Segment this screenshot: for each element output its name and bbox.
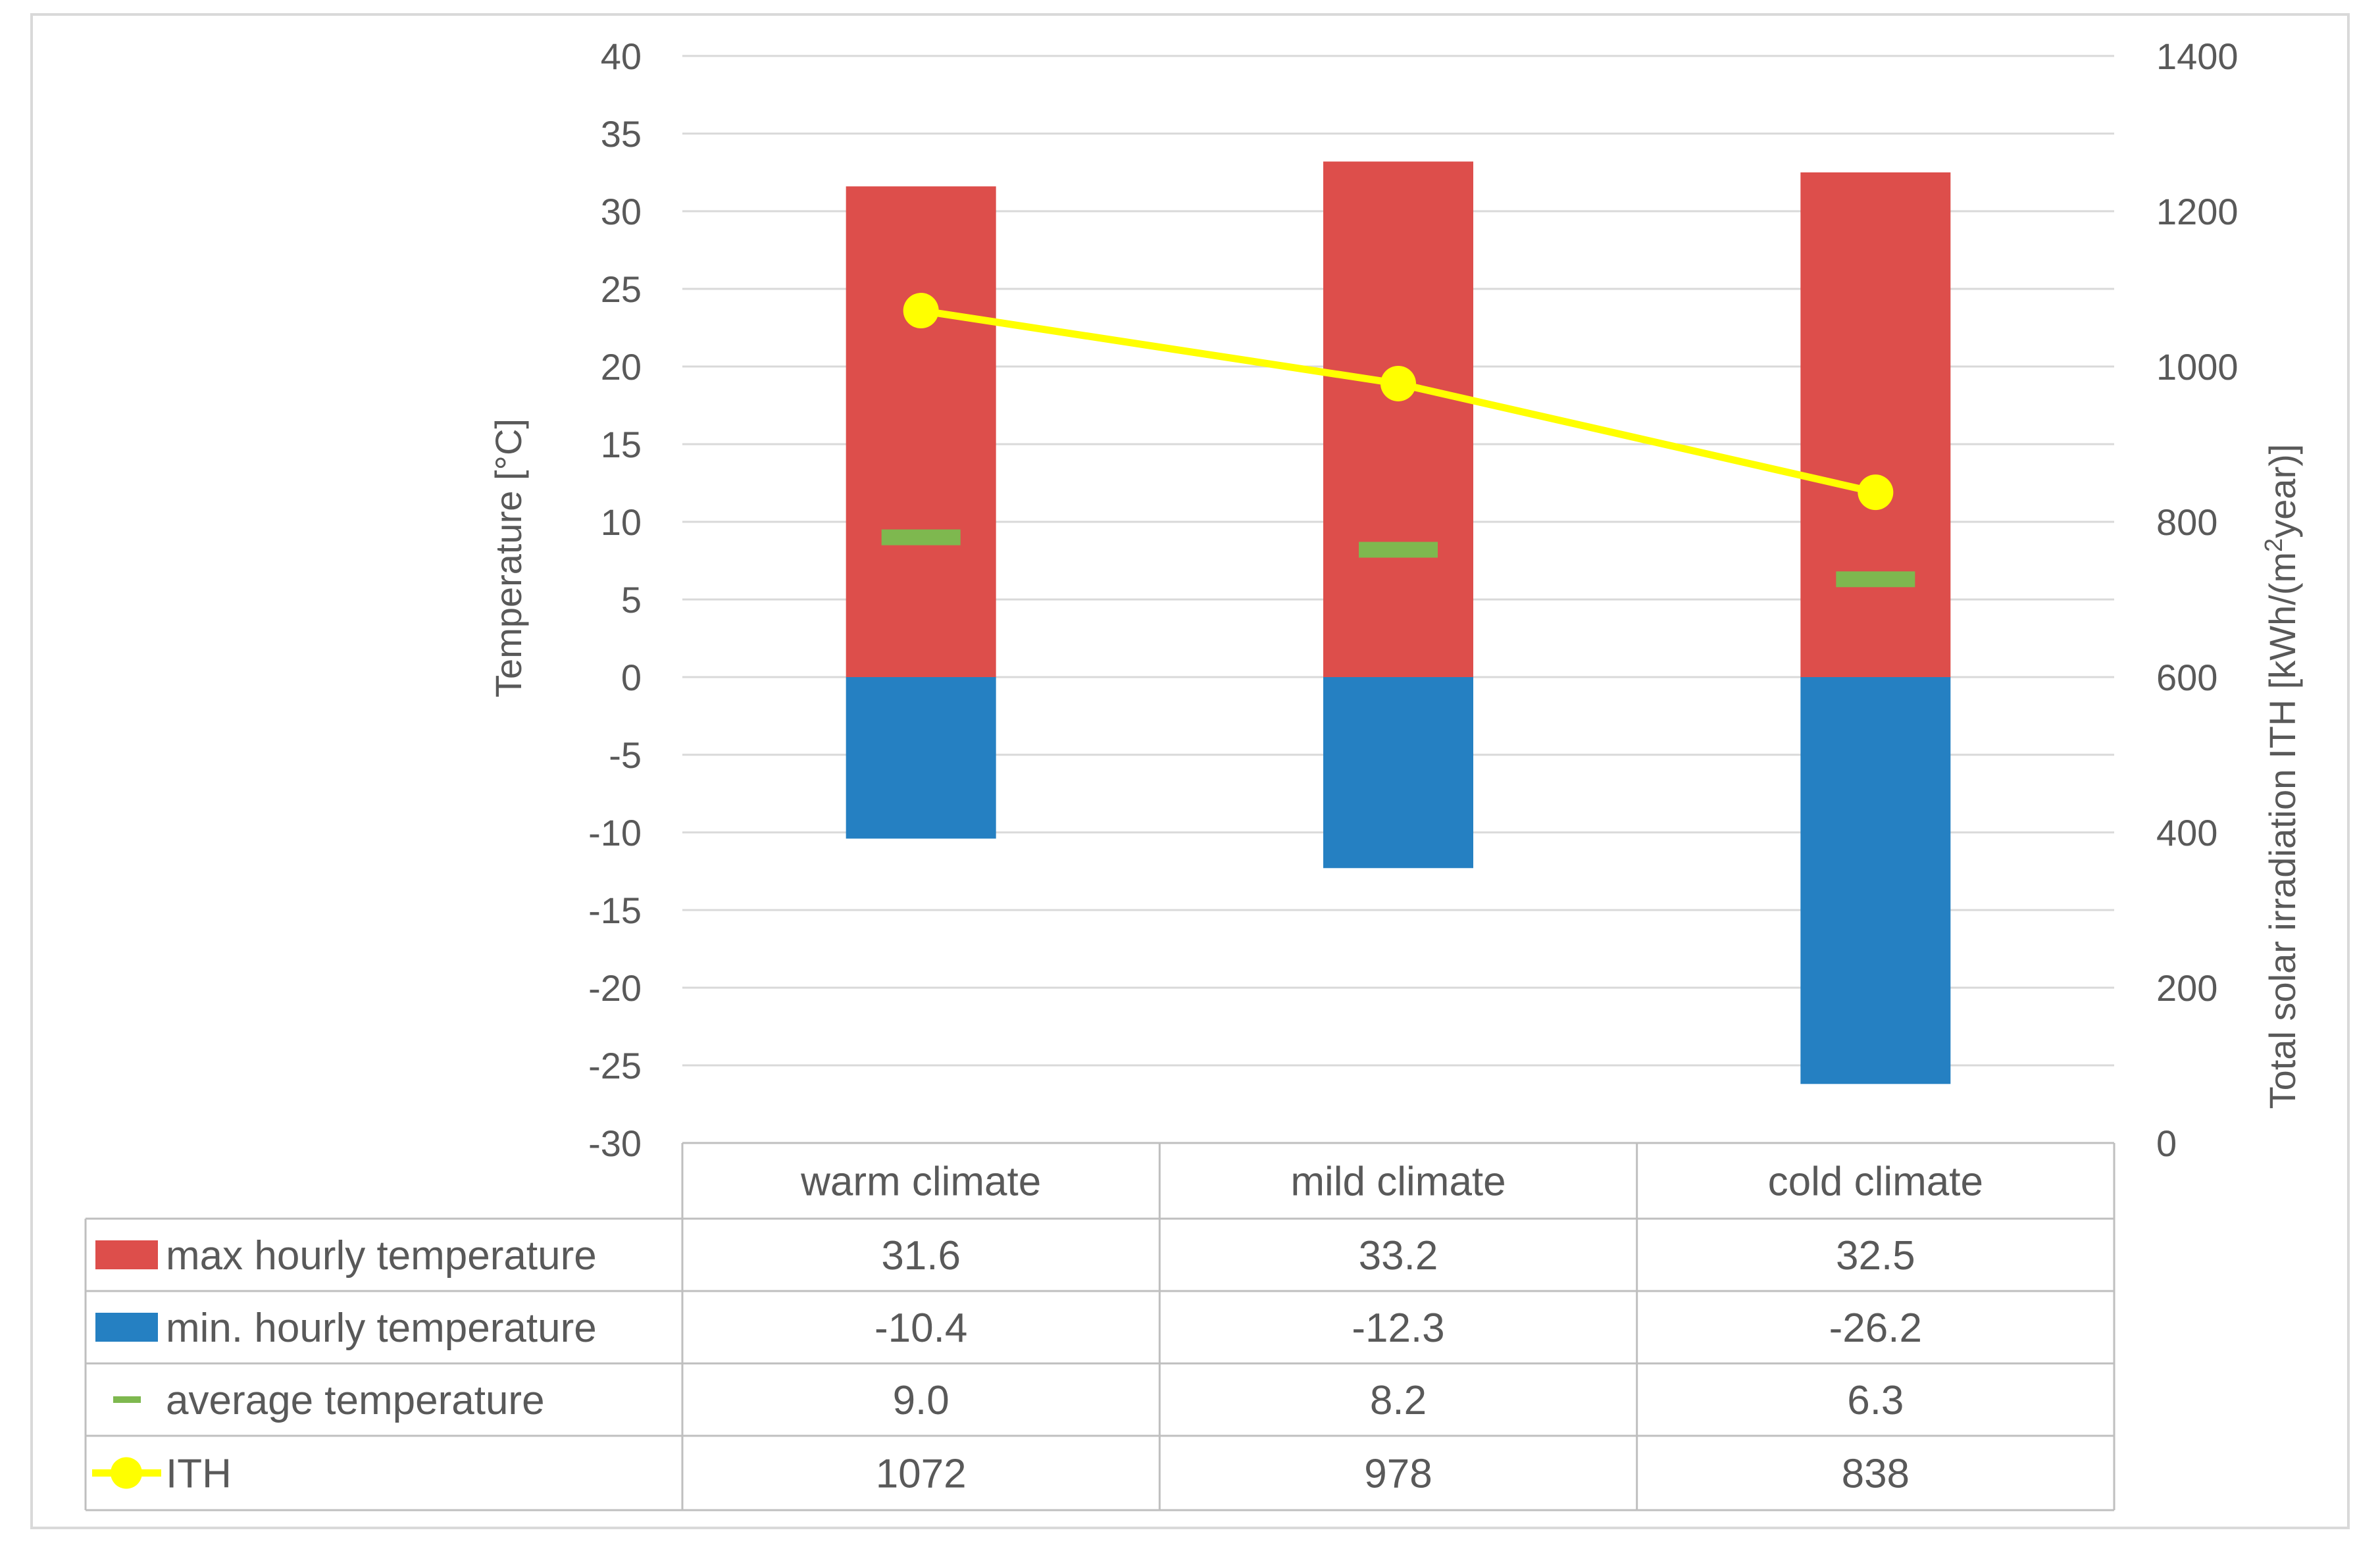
table-value-cell: 9.0: [893, 1378, 949, 1423]
legend-swatch: [95, 1313, 158, 1342]
legend-point: [111, 1457, 142, 1489]
left-tick-label: 15: [601, 424, 642, 465]
right-tick-label: 600: [2156, 657, 2217, 698]
chart-border: [30, 13, 2350, 1529]
legend-marker: [113, 1396, 141, 1403]
right-axis-ticks: 1400 1200 1000 800 600 400 200 0: [2156, 36, 2239, 1164]
left-axis-ticks: 40 35 30 25 20 15 10 5 0 -5 -10 -15 -20 -25 -30: [588, 36, 642, 1164]
data-table: warm climate mild climate cold climate max …: [84, 1142, 2115, 1511]
table-value-cell: 32.5: [1836, 1233, 1915, 1279]
right-tick-label: 800: [2156, 501, 2217, 543]
series-name-label: min. hourly temperature: [166, 1306, 597, 1351]
table-value-cell: 838: [1842, 1452, 1910, 1497]
max-temp-bar: [1323, 161, 1473, 678]
min-temp-bar: [1800, 677, 1951, 1084]
left-tick-label: -30: [588, 1123, 642, 1164]
table-value-cell: 1072: [876, 1452, 967, 1497]
legend-swatch: [95, 1240, 158, 1269]
right-axis-title-main: Total solar irradiation ITH [kWh/(m: [2262, 552, 2303, 1109]
table-value-cell: -26.2: [1829, 1306, 1922, 1351]
left-axis-title: Temperature [°C]: [488, 418, 529, 697]
series-name-label: max hourly temperature: [166, 1233, 597, 1279]
left-tick-label: -25: [588, 1045, 642, 1086]
category-label: cold climate: [1768, 1159, 1983, 1205]
right-tick-label: 200: [2156, 967, 2217, 1009]
right-tick-label: 1200: [2156, 191, 2239, 232]
category-label: warm climate: [800, 1159, 1041, 1205]
right-tick-label: 0: [2156, 1123, 2177, 1164]
table-value-cell: 978: [1364, 1452, 1432, 1497]
right-tick-label: 400: [2156, 812, 2217, 853]
left-tick-label: 0: [621, 657, 642, 698]
ith-point: [903, 293, 939, 329]
left-tick-label: -10: [588, 812, 642, 853]
right-axis-title: Total solar irradiation ITH [kWh/(m2year…: [2260, 444, 2303, 1109]
left-tick-label: -5: [609, 734, 642, 776]
series-name-label: average temperature: [166, 1378, 545, 1423]
ith-point: [1380, 365, 1416, 401]
table-value-cell: 8.2: [1370, 1378, 1427, 1423]
right-tick-label: 1000: [2156, 346, 2239, 388]
left-tick-label: 10: [601, 501, 642, 543]
left-tick-label: 20: [601, 346, 642, 388]
average-temp-marker: [1359, 542, 1438, 558]
right-axis-title-sup: 2: [2260, 538, 2288, 552]
table-value-cell: -12.3: [1352, 1306, 1444, 1351]
average-temp-marker: [1836, 571, 1915, 588]
min-temp-bar: [1323, 677, 1473, 869]
right-tick-label: 1400: [2156, 36, 2239, 77]
ith-point: [1858, 474, 1894, 511]
left-tick-label: 30: [601, 191, 642, 232]
left-tick-label: -15: [588, 890, 642, 931]
category-label: mild climate: [1290, 1159, 1506, 1205]
average-temp-marker: [881, 529, 961, 545]
right-axis-title-end: year)]: [2262, 444, 2303, 538]
left-tick-label: 35: [601, 113, 642, 155]
table-value-cell: 31.6: [881, 1233, 961, 1279]
table-value-cell: -10.4: [874, 1306, 967, 1351]
min-temp-bar: [846, 677, 996, 839]
series-name-label: ITH: [166, 1452, 232, 1497]
bars: [846, 161, 1951, 1084]
left-tick-label: 5: [621, 579, 642, 621]
table-value-cell: 6.3: [1847, 1378, 1904, 1423]
max-temp-bar: [1800, 172, 1951, 677]
ith-line-layer: [903, 293, 1894, 511]
max-temp-bar: [846, 186, 996, 677]
left-tick-label: -20: [588, 967, 642, 1009]
left-tick-label: 25: [601, 268, 642, 310]
table-value-cell: 33.2: [1359, 1233, 1438, 1279]
left-tick-label: 40: [601, 36, 642, 77]
average-markers: [881, 529, 1915, 588]
